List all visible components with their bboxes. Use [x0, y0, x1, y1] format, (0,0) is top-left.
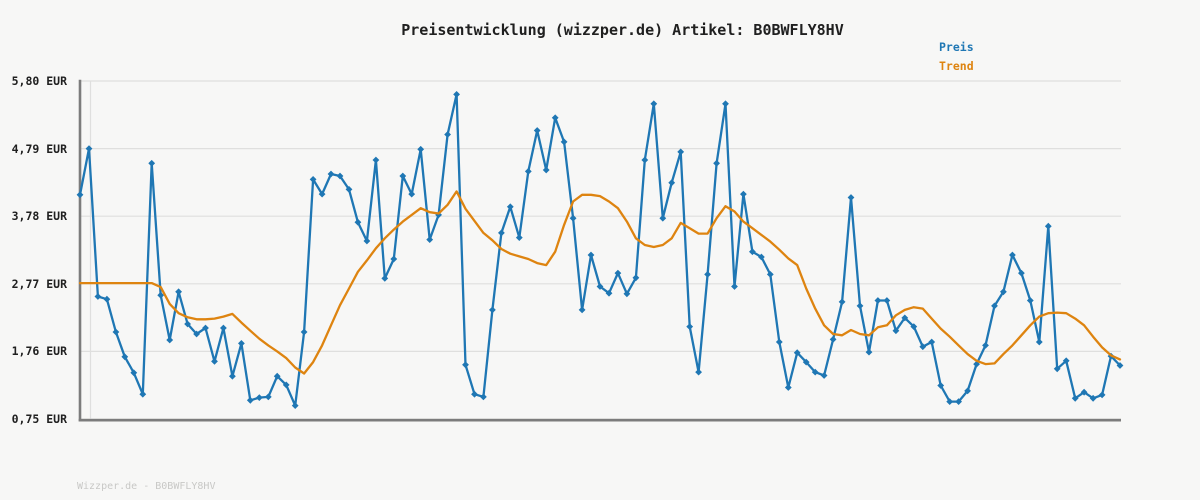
preis-markers	[76, 91, 1124, 409]
y-axis-tick-label: 3,78 EUR	[11, 209, 67, 224]
y-axis-tick-label: 2,77 EUR	[11, 276, 67, 291]
y-axis-tick-label: 0,75 EUR	[11, 412, 67, 426]
y-axis-tick-label: 4,79 EUR	[11, 141, 67, 156]
trend-line	[78, 190, 1122, 375]
legend-item-trend: Trend	[939, 59, 974, 73]
chart-title: Preisentwicklung (wizzper.de) Artikel: B…	[401, 21, 844, 39]
preis-line	[78, 93, 1122, 407]
legend-item-preis: Preis	[939, 40, 974, 54]
y-axis-tick-label: 5,80 EUR	[11, 74, 67, 88]
footer-watermark: Wizzper.de - B0BWFLY8HV	[77, 481, 216, 492]
y-axis-tick-label: 1,76 EUR	[11, 344, 67, 359]
